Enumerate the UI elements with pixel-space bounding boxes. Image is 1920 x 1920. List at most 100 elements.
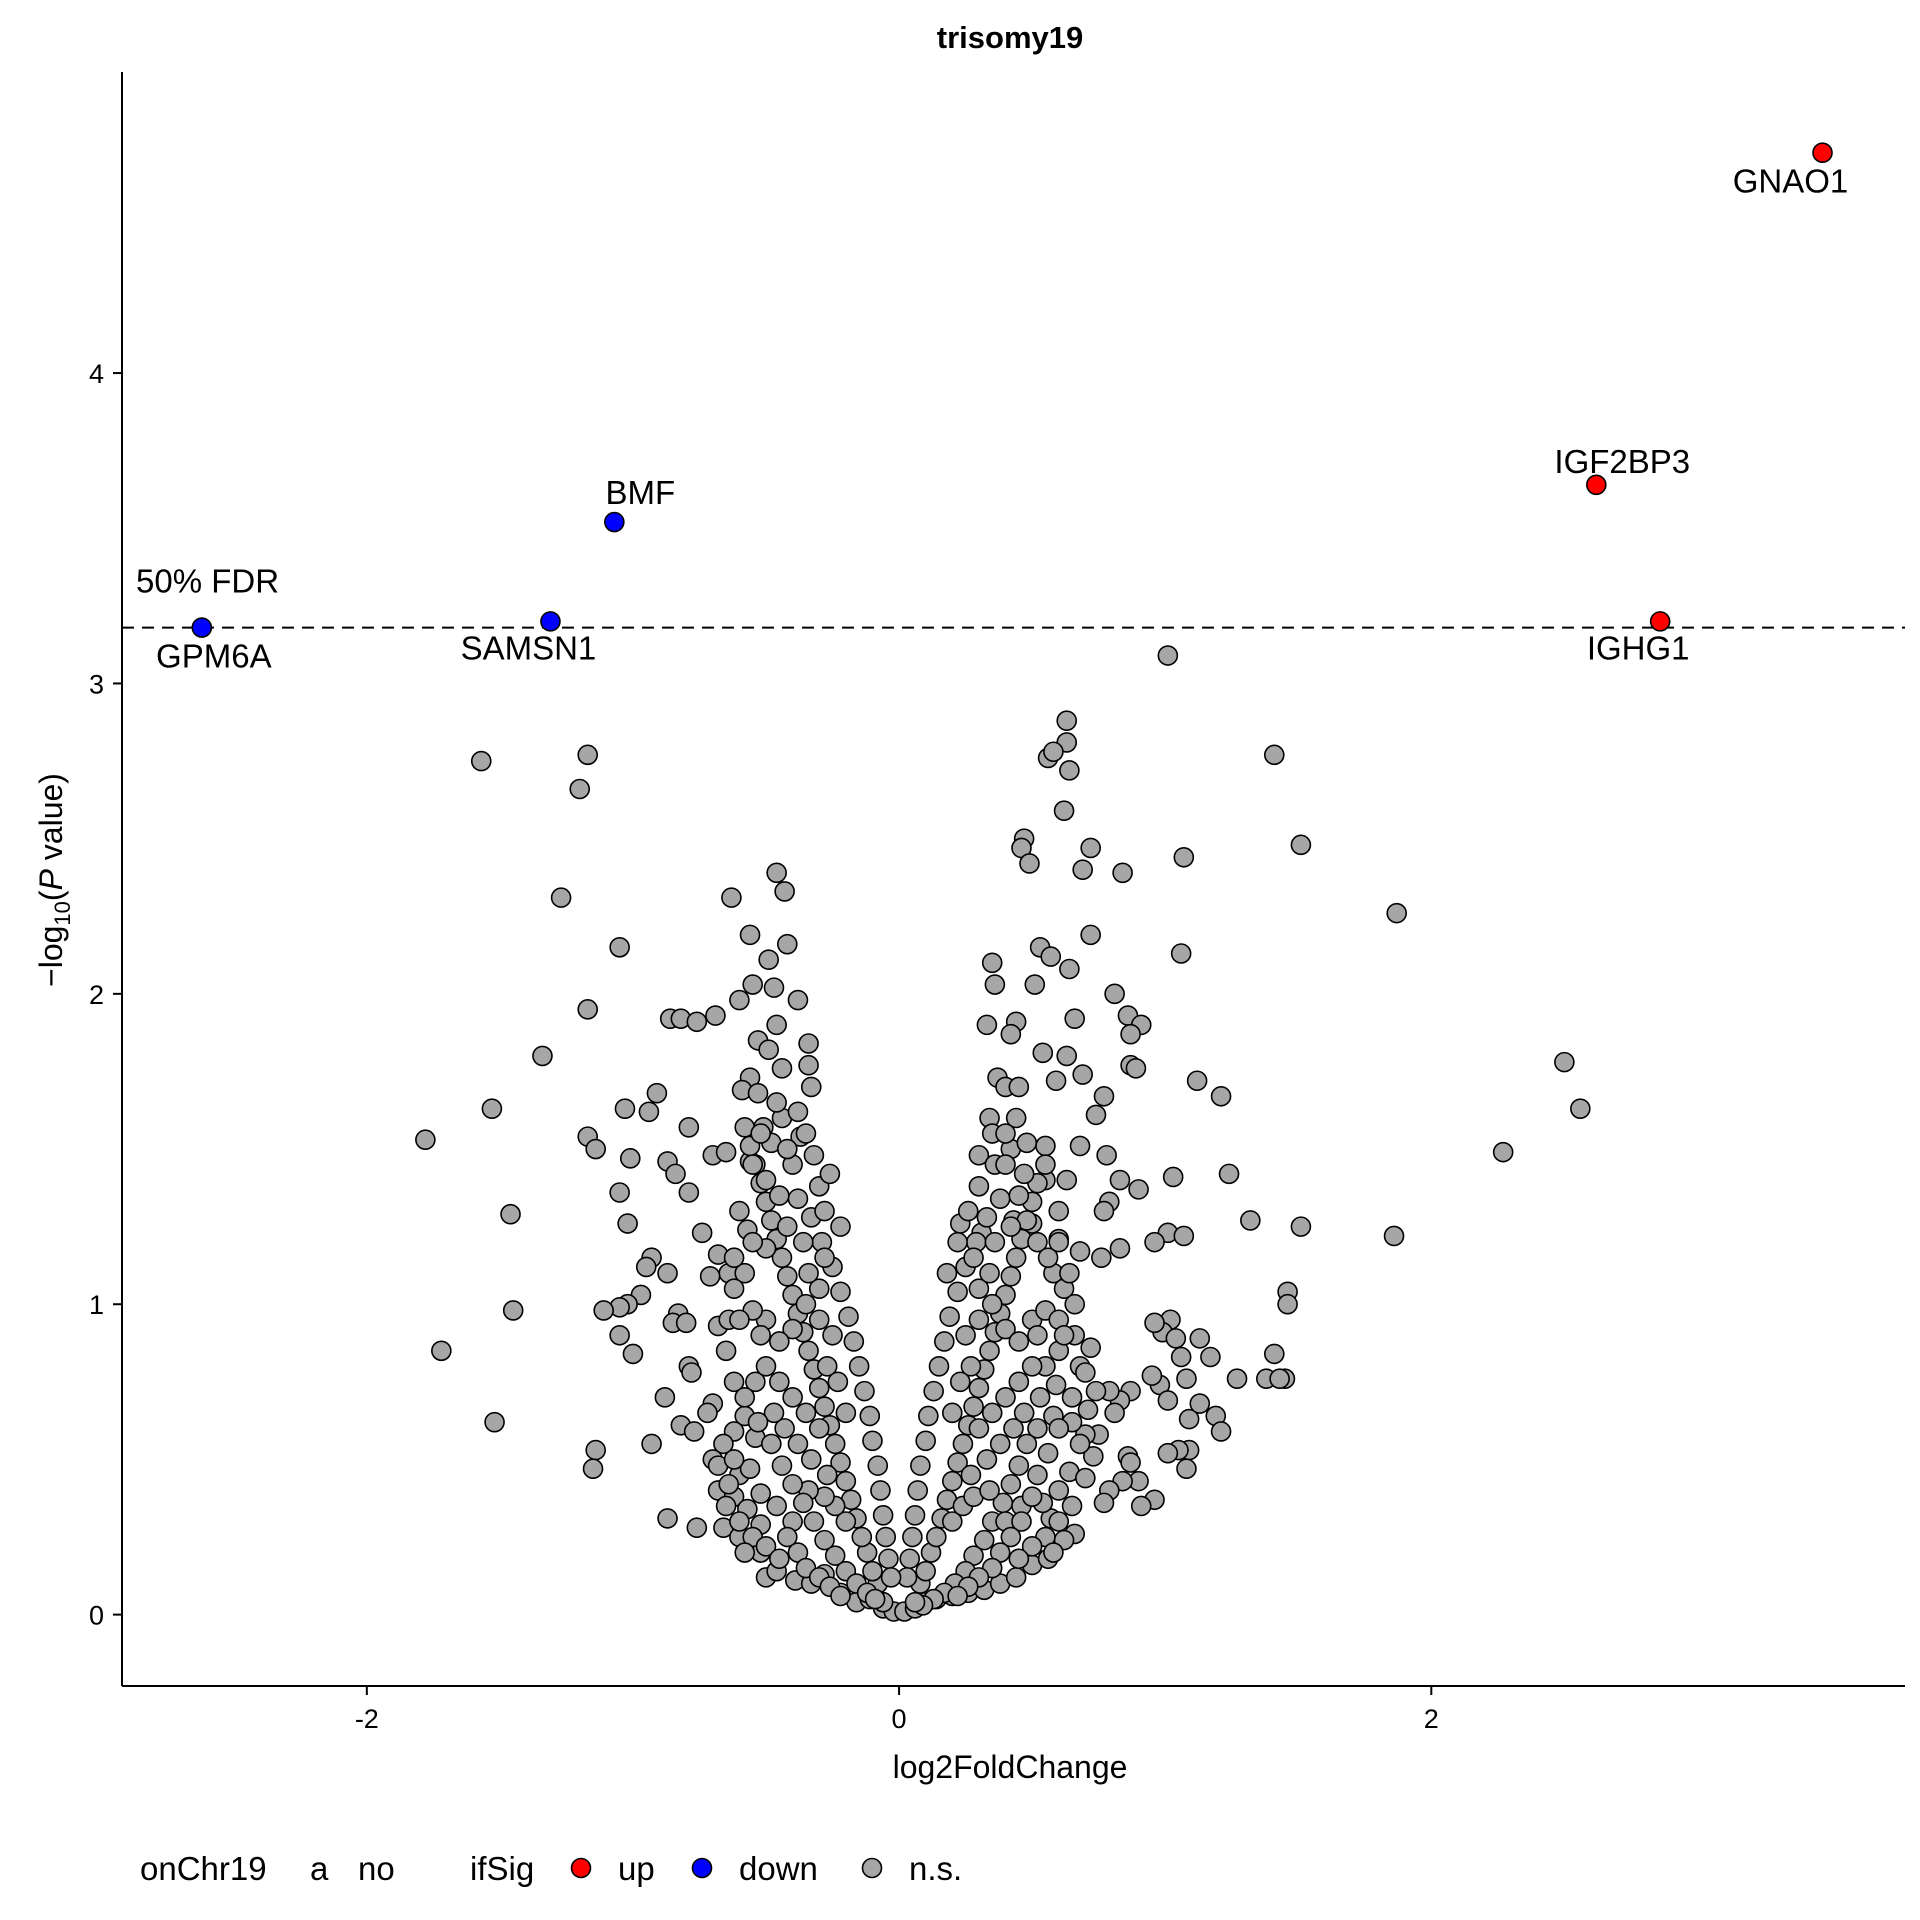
- ns-point: [1178, 1408, 1200, 1430]
- ns-point: [947, 1231, 968, 1253]
- ns-point: [1144, 1231, 1165, 1253]
- ns-point: [1128, 1179, 1149, 1200]
- ns-point: [585, 1138, 606, 1160]
- ns-point: [1021, 1356, 1043, 1377]
- ns-point: [739, 924, 761, 946]
- ns-point: [1037, 1247, 1059, 1268]
- ns-point: [1005, 1247, 1027, 1268]
- ns-point: [723, 1371, 745, 1393]
- ns-point: [798, 1054, 819, 1076]
- ns-point: [739, 1458, 761, 1480]
- ns-point: [830, 1281, 851, 1303]
- ns-point: [1056, 1169, 1078, 1191]
- ns-point: [1170, 1346, 1192, 1368]
- ns-point: [1080, 1337, 1101, 1358]
- ns-point: [1024, 974, 1046, 995]
- ns-point: [1492, 1141, 1514, 1163]
- ns-point: [1120, 1452, 1141, 1473]
- ns-point: [1176, 1368, 1197, 1390]
- ns-point: [1043, 1542, 1064, 1563]
- ns-point: [619, 1148, 641, 1169]
- legend: onChr19 a no ifSig up down n.s.: [140, 1850, 962, 1887]
- ns-point: [1019, 853, 1040, 874]
- ns-point: [1035, 1135, 1056, 1157]
- ns-point: [787, 989, 809, 1011]
- ns-point: [776, 1265, 798, 1287]
- ns-point: [968, 1418, 990, 1439]
- ns-point: [904, 1504, 926, 1526]
- ns-point: [808, 1377, 830, 1399]
- ns-point: [843, 1331, 865, 1352]
- ns-point: [795, 1402, 817, 1424]
- ns-point: [862, 1560, 883, 1582]
- x-ticks: -2 0 2: [355, 1686, 1439, 1734]
- ns-point: [1290, 834, 1312, 856]
- ns-point: [470, 750, 492, 772]
- ns-point: [902, 1526, 923, 1548]
- ns-point: [907, 1480, 928, 1501]
- ns-point: [941, 1470, 963, 1492]
- gene-label-samsn1: SAMSN1: [461, 629, 597, 666]
- gene-label-ighg1: IGHG1: [1587, 629, 1690, 666]
- ns-point: [1218, 1163, 1240, 1185]
- ns-point: [697, 1402, 718, 1424]
- ns-point: [1072, 1064, 1093, 1085]
- legend-label: a: [310, 1850, 329, 1887]
- ns-point: [830, 1216, 851, 1237]
- ns-point: [1091, 1247, 1112, 1268]
- ns-point: [582, 1458, 604, 1480]
- axes: 0 1 2 3 4 -2 0 2: [89, 72, 1905, 1734]
- ns-point: [609, 1182, 630, 1203]
- ns-point: [614, 1098, 636, 1119]
- ns-point: [989, 1188, 1011, 1209]
- ns-point: [952, 1433, 974, 1455]
- ns-point: [1109, 1238, 1131, 1259]
- ns-point: [1048, 1511, 1070, 1532]
- ns-point: [1570, 1098, 1591, 1119]
- ns-point: [1027, 1418, 1048, 1439]
- ns-point: [979, 1262, 1000, 1284]
- ns-point: [1120, 1023, 1141, 1045]
- ns-point: [800, 1449, 822, 1470]
- ns-point: [816, 1464, 838, 1486]
- gene-label-bmf: BMF: [605, 474, 675, 511]
- ns-point: [1008, 1076, 1030, 1098]
- ns-point: [960, 1464, 982, 1486]
- ns-point: [1210, 1421, 1232, 1442]
- ns-point: [769, 1548, 790, 1570]
- ns-point: [776, 1216, 798, 1237]
- ns-point: [949, 1371, 971, 1393]
- ns-point: [1059, 958, 1080, 980]
- y-axis-title-prefix: −log: [33, 926, 69, 987]
- legend-label: down: [739, 1850, 818, 1887]
- ns-point: [976, 1014, 998, 1036]
- ns-point: [1383, 1225, 1405, 1247]
- ns-point: [771, 1247, 793, 1268]
- ns-point: [1056, 1045, 1078, 1067]
- ns-point: [1029, 1387, 1051, 1408]
- ns-point: [782, 1387, 803, 1408]
- ns-point: [657, 1508, 678, 1529]
- ns-point: [1072, 859, 1093, 880]
- ns-point: [771, 1455, 793, 1476]
- ns-point: [1027, 1324, 1048, 1346]
- ns-point: [1045, 1374, 1067, 1396]
- ns-point: [715, 1495, 737, 1517]
- ns-point: [947, 1281, 968, 1303]
- ns-point: [984, 1231, 1006, 1253]
- ns-point: [665, 1163, 686, 1185]
- ns-point: [1000, 1473, 1022, 1495]
- ns-point: [1104, 983, 1125, 1005]
- ns-point: [814, 1396, 835, 1417]
- ns-point: [1210, 1085, 1232, 1107]
- ns-point: [870, 1480, 891, 1501]
- ns-point: [713, 1433, 734, 1455]
- ns-point: [622, 1343, 644, 1365]
- ns-point: [968, 1175, 990, 1197]
- ns-point: [1141, 1365, 1163, 1386]
- ns-point: [995, 1387, 1016, 1408]
- ns-point: [1016, 1433, 1038, 1455]
- ns-point: [880, 1567, 902, 1588]
- ns-point: [995, 1318, 1016, 1340]
- ns-point: [787, 1433, 809, 1455]
